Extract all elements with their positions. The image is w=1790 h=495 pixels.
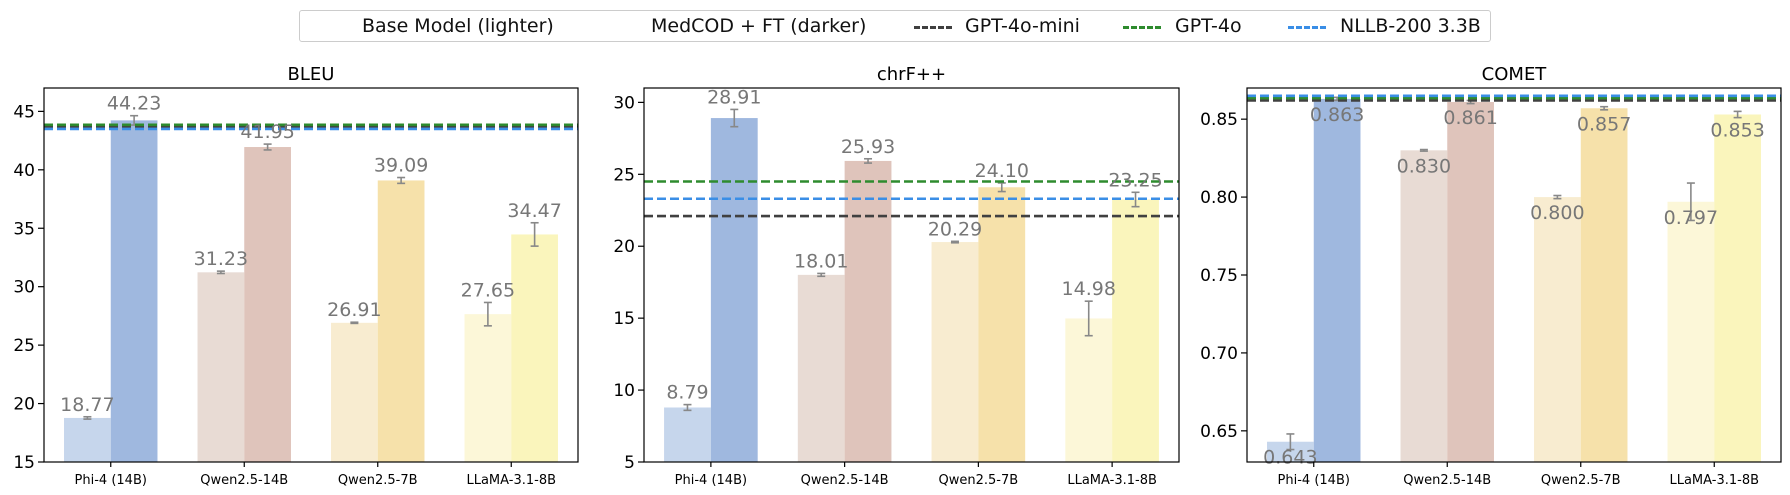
panel-comet-label-phi-4-14b-base: 0.643	[1263, 447, 1317, 469]
panel-bleu-ytick-label: 20	[13, 395, 35, 415]
panel-chrf-ytick-label: 30	[613, 93, 635, 113]
panel-chrf-label-phi-4-14b-base: 8.79	[666, 382, 708, 404]
panel-comet-bar-llama-3-1-8b-base	[1667, 201, 1715, 462]
legend-base-label: Base Model (lighter)	[362, 15, 554, 37]
panel-chrf-bar-qwen2-5-7b-ft	[978, 187, 1026, 462]
panel-comet-label-qwen2-5-7b-ft: 0.857	[1577, 113, 1631, 135]
panel-chrf-ytick-label: 20	[613, 237, 635, 257]
panel-chrf-label-qwen2-5-14b-ft: 25.93	[841, 136, 895, 158]
panel-bleu-label-qwen2-5-14b-ft: 41.95	[240, 121, 294, 143]
panel-chrf-xtick-label-phi-4-14b: Phi-4 (14B)	[675, 473, 747, 488]
panel-comet-label-phi-4-14b-ft: 0.863	[1310, 104, 1364, 126]
panel-comet-label-llama-3-1-8b-base: 0.797	[1664, 207, 1718, 229]
panel-chrf-bar-llama-3-1-8b-base	[1065, 318, 1113, 462]
panel-bleu-xtick-label-qwen2-5-14b: Qwen2.5-14B	[200, 473, 288, 488]
panel-chrf-ytick-label: 5	[624, 453, 635, 473]
panel-bleu-xtick-label-llama-3-1-8b: LLaMA-3.1-8B	[466, 473, 556, 488]
panel-bleu-label-phi-4-14b-base: 18.77	[60, 394, 114, 416]
panel-bleu-bar-llama-3-1-8b-base	[464, 314, 512, 462]
panel-comet-bar-qwen2-5-7b-base	[1534, 197, 1581, 463]
panel-comet-ytick-label: 0.65	[1200, 422, 1238, 442]
panel-comet-bar-phi-4-14b-base	[1267, 441, 1314, 462]
panel-bleu-label-qwen2-5-7b-ft: 39.09	[374, 155, 428, 177]
panel-bleu-bar-qwen2-5-7b-base	[331, 322, 378, 462]
legend: Base Model (lighter) MedCOD + FT (darker…	[299, 10, 1491, 42]
panel-bleu-label-qwen2-5-14b-base: 31.23	[194, 248, 248, 270]
panel-bleu-ytick-label: 30	[13, 278, 35, 298]
panel-bleu-bar-phi-4-14b-ft	[110, 120, 158, 462]
legend-gpt4o-mini-label: GPT-4o-mini	[965, 15, 1080, 37]
panel-bleu-xtick-label-phi-4-14b: Phi-4 (14B)	[75, 473, 147, 488]
panel-bleu-ytick-label: 25	[13, 336, 35, 356]
panel-bleu-xtick-label-qwen2-5-7b: Qwen2.5-7B	[338, 473, 418, 488]
legend-gpt4o-label: GPT-4o	[1175, 15, 1242, 37]
panel-comet-ytick-label: 0.70	[1200, 344, 1238, 364]
panel-comet-bar-phi-4-14b-ft	[1313, 98, 1361, 463]
panel-bleu-bar-phi-4-14b-base	[64, 417, 111, 462]
panel-chrf-label-qwen2-5-7b-base: 20.29	[928, 218, 982, 240]
panel-bleu-label-llama-3-1-8b-ft: 34.47	[507, 200, 561, 222]
panel-chrf-bar-llama-3-1-8b-ft	[1112, 199, 1159, 462]
panel-chrf-label-llama-3-1-8b-base: 14.98	[1062, 278, 1116, 300]
panel-comet-bar-llama-3-1-8b-ft	[1714, 114, 1761, 462]
panel-chrf-ytick-label: 10	[613, 381, 635, 401]
panel-chrf-xtick-label-llama-3-1-8b: LLaMA-3.1-8B	[1067, 473, 1157, 488]
panel-bleu-ytick-label: 45	[13, 102, 35, 122]
panel-chrf-label-qwen2-5-14b-base: 18.01	[794, 250, 848, 272]
panel-comet-label-qwen2-5-14b-base: 0.830	[1397, 155, 1451, 177]
panel-bleu-ytick-label: 40	[13, 161, 35, 181]
panel-comet-ytick-label: 0.80	[1200, 188, 1238, 208]
panel-chrf-title: chrF++	[877, 64, 946, 85]
panel-comet-xtick-label-qwen2-5-7b: Qwen2.5-7B	[1541, 473, 1621, 488]
legend-nllb-line	[1288, 26, 1326, 29]
panel-chrf-label-phi-4-14b-ft: 28.91	[707, 86, 761, 108]
panel-bleu-bar-llama-3-1-8b-ft	[511, 234, 558, 462]
panel-chrf-bar-qwen2-5-14b-ft	[844, 160, 892, 462]
panel-chrf-ytick-label: 15	[613, 309, 635, 329]
panel-chrf-label-qwen2-5-7b-ft: 24.10	[975, 160, 1029, 182]
panel-bleu-bar-qwen2-5-14b-ft	[244, 147, 291, 462]
legend-gpt4o-mini-line	[914, 26, 952, 29]
legend-ft-label: MedCOD + FT (darker)	[651, 15, 867, 37]
panel-bleu-ytick-label: 15	[13, 453, 35, 473]
panel-chrf-frame	[643, 87, 1180, 463]
panel-bleu-bar-qwen2-5-14b-base	[197, 272, 245, 462]
panel-comet-label-qwen2-5-14b-ft: 0.861	[1443, 107, 1497, 129]
panel-comet-label-qwen2-5-7b-base: 0.800	[1530, 202, 1584, 224]
panel-comet-xtick-label-llama-3-1-8b: LLaMA-3.1-8B	[1669, 473, 1759, 488]
panel-chrf-bar-phi-4-14b-ft	[710, 118, 758, 462]
panel-comet-bar-qwen2-5-14b-base	[1400, 150, 1448, 463]
panel-comet-xtick-label-phi-4-14b: Phi-4 (14B)	[1278, 473, 1350, 488]
panel-bleu-label-phi-4-14b-ft: 44.23	[107, 93, 161, 115]
panel-chrf-xtick-label-qwen2-5-14b: Qwen2.5-14B	[801, 473, 889, 488]
panel-chrf-xtick-label-qwen2-5-7b: Qwen2.5-7B	[939, 473, 1019, 488]
panel-chrf-ytick-label: 25	[613, 165, 635, 185]
panel-bleu-title: BLEU	[288, 64, 335, 85]
panel-comet-label-llama-3-1-8b-ft: 0.853	[1710, 119, 1764, 141]
panel-comet-bar-qwen2-5-14b-ft	[1447, 102, 1494, 463]
panel-bleu-bar-qwen2-5-7b-ft	[377, 180, 425, 462]
panel-bleu-label-qwen2-5-7b-base: 26.91	[327, 299, 381, 321]
panel-comet-xtick-label-qwen2-5-14b: Qwen2.5-14B	[1403, 473, 1491, 488]
panel-bleu-ytick-label: 35	[13, 219, 35, 239]
panel-chrf-bar-qwen2-5-14b-base	[797, 274, 845, 462]
panel-comet-bar-qwen2-5-7b-ft	[1580, 108, 1628, 462]
panel-bleu-label-llama-3-1-8b-base: 27.65	[461, 279, 515, 301]
panel-bleu-frame	[43, 87, 579, 463]
panel-comet-ytick-label: 0.75	[1200, 266, 1238, 286]
panel-comet-ytick-label: 0.85	[1200, 110, 1238, 130]
panel-comet-title: COMET	[1482, 64, 1548, 85]
legend-nllb-label: NLLB-200 3.3B	[1340, 15, 1481, 37]
panel-chrf-label-llama-3-1-8b-ft: 23.25	[1108, 169, 1162, 191]
panel-chrf-bar-qwen2-5-7b-base	[931, 242, 979, 462]
legend-gpt4o-line	[1123, 26, 1161, 29]
panel-chrf-bar-phi-4-14b-base	[664, 407, 711, 462]
